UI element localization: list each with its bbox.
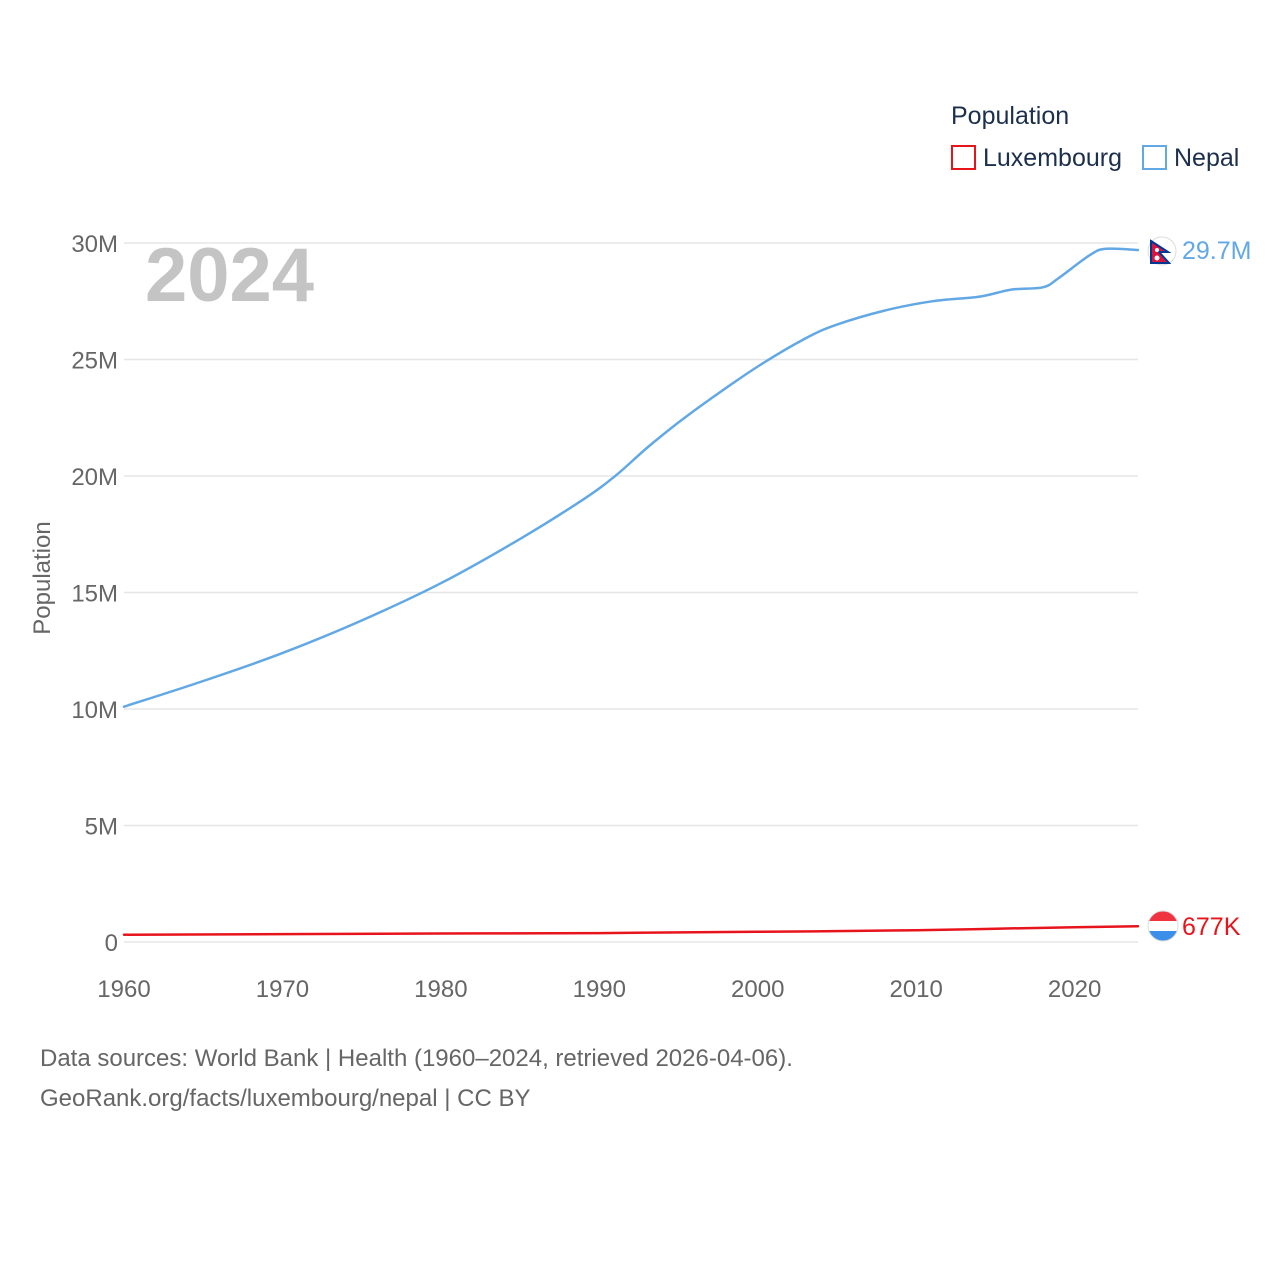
legend-swatch-luxembourg xyxy=(951,145,976,170)
x-tick-label: 1990 xyxy=(573,976,626,1003)
x-tick-label: 1980 xyxy=(414,976,467,1003)
end-markers xyxy=(1147,236,1179,942)
y-tick-label: 10M xyxy=(71,697,118,724)
end-label-luxembourg: 677K xyxy=(1182,913,1241,941)
y-tick-label: 20M xyxy=(71,464,118,491)
x-tick-label: 1960 xyxy=(97,976,150,1003)
gridlines xyxy=(124,242,1138,943)
y-tick-label: 25M xyxy=(71,348,118,375)
end-value-labels: 677K 29.7M xyxy=(1182,237,1251,941)
x-tick-label: 2020 xyxy=(1048,976,1101,1003)
source-note: Data sources: World Bank | Health (1960–… xyxy=(40,1045,793,1072)
year-label: 2024 xyxy=(145,233,314,318)
y-tick-label: 5M xyxy=(85,814,118,841)
luxembourg-flag-icon xyxy=(1147,910,1179,942)
y-tick-label: 0 xyxy=(105,930,118,957)
y-axis-label: Population xyxy=(29,521,56,634)
legend-swatch-nepal xyxy=(1142,145,1167,170)
y-tick-label: 15M xyxy=(71,581,118,608)
series-lines xyxy=(122,247,1140,936)
series-line-nepal xyxy=(122,247,1140,708)
x-tick-label: 1970 xyxy=(256,976,309,1003)
end-label-nepal: 29.7M xyxy=(1182,237,1251,265)
legend-title: Population xyxy=(951,102,1069,130)
source-url[interactable]: GeoRank.org/facts/luxembourg/nepal | CC … xyxy=(40,1085,531,1112)
x-tick-label: 2000 xyxy=(731,976,784,1003)
nepal-flag-icon xyxy=(1147,236,1177,266)
y-axis-ticks: 0 5M 10M 15M 20M 25M 30M xyxy=(71,231,118,957)
legend: Population Luxembourg Nepal xyxy=(951,102,1239,172)
y-tick-label: 30M xyxy=(71,231,118,258)
legend-item-nepal[interactable]: Nepal xyxy=(1142,144,1239,172)
x-axis-ticks: 1960 1970 1980 1990 2000 2010 2020 xyxy=(97,976,1101,1003)
legend-item-luxembourg[interactable]: Luxembourg xyxy=(951,144,1122,172)
legend-label-nepal: Nepal xyxy=(1174,144,1239,172)
x-tick-label: 2010 xyxy=(889,976,942,1003)
legend-label-luxembourg: Luxembourg xyxy=(983,144,1122,172)
series-line-luxembourg xyxy=(122,924,1140,936)
